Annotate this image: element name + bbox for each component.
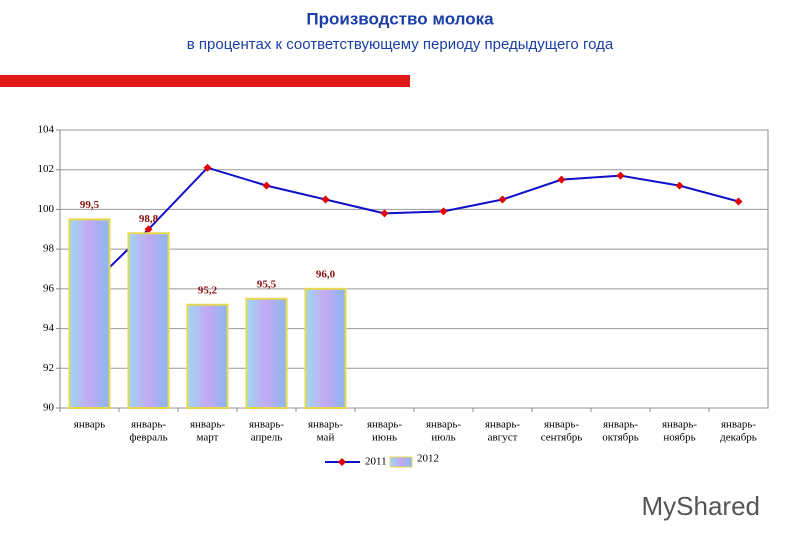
- marker: [144, 225, 153, 234]
- y-tick-label: 100: [38, 203, 55, 215]
- y-tick-label: 90: [43, 402, 55, 414]
- x-tick-label: март: [197, 432, 219, 444]
- x-tick-label: январь-: [131, 419, 166, 431]
- x-tick-label: январь: [74, 419, 105, 431]
- marker: [203, 163, 212, 172]
- data-label: 96,0: [316, 268, 336, 280]
- y-tick-label: 98: [43, 243, 55, 255]
- x-tick-label: январь-: [367, 419, 402, 431]
- data-label: 99,5: [80, 199, 100, 211]
- y-tick-label: 104: [38, 124, 55, 136]
- marker: [439, 207, 448, 216]
- bar: [68, 218, 111, 409]
- legend-marker: [338, 458, 346, 466]
- legend-label: 2012: [417, 453, 439, 465]
- data-label: 95,2: [198, 284, 218, 296]
- x-tick-label: октябрь: [602, 432, 639, 444]
- x-tick-label: сентябрь: [541, 432, 583, 444]
- x-tick-label: январь-: [544, 419, 579, 431]
- x-tick-label: июль: [431, 432, 455, 444]
- marker: [675, 181, 684, 190]
- marker: [380, 209, 389, 218]
- data-label: 98,8: [139, 213, 159, 225]
- marker: [498, 195, 507, 204]
- bar: [127, 232, 170, 409]
- x-tick-label: январь-: [603, 419, 638, 431]
- x-tick-label: январь-: [249, 419, 284, 431]
- line: [88, 166, 739, 288]
- x-tick-label: август: [488, 432, 518, 444]
- marker: [321, 195, 330, 204]
- x-tick-label: январь-: [721, 419, 756, 431]
- chart-title: Производство молока: [306, 9, 494, 28]
- bar: [245, 297, 288, 409]
- legend-swatch: [389, 456, 413, 468]
- marker: [557, 175, 566, 184]
- chart-subtitle: в процентах к соответствующему периоду п…: [187, 36, 614, 53]
- x-tick-label: январь-: [662, 419, 697, 431]
- x-tick-label: январь-: [426, 419, 461, 431]
- x-tick-label: ноябрь: [663, 432, 695, 444]
- marker: [262, 181, 271, 190]
- x-tick-label: декабрь: [720, 432, 757, 444]
- bar: [186, 303, 229, 409]
- watermark: MyShared: [642, 491, 761, 521]
- x-tick-label: май: [317, 432, 335, 444]
- y-tick-label: 102: [38, 163, 55, 175]
- x-tick-label: январь-: [308, 419, 343, 431]
- marker: [734, 197, 743, 206]
- x-tick-label: июнь: [372, 432, 397, 444]
- bar: [304, 287, 347, 410]
- x-tick-label: февраль: [129, 432, 167, 444]
- marker: [616, 171, 625, 180]
- x-tick-label: январь-: [190, 419, 225, 431]
- x-tick-label: январь-: [485, 419, 520, 431]
- y-tick-label: 96: [43, 282, 55, 294]
- y-tick-label: 92: [43, 362, 54, 374]
- legend-label: 2011: [365, 456, 387, 468]
- x-tick-label: апрель: [251, 432, 283, 444]
- decor-bar: [0, 75, 410, 87]
- data-label: 95,5: [257, 278, 277, 290]
- y-tick-label: 94: [43, 322, 55, 334]
